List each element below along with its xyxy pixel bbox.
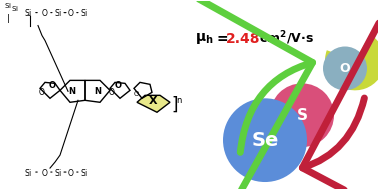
Text: 2.48: 2.48: [226, 32, 260, 46]
Polygon shape: [137, 95, 170, 112]
Text: $\mathsf{O}$: $\mathsf{O}$: [67, 167, 75, 177]
Text: O: O: [133, 91, 139, 97]
Text: O: O: [115, 81, 121, 90]
Circle shape: [270, 83, 334, 147]
Text: N: N: [94, 87, 102, 96]
Text: cm$\mathbf{^2}$/V·s: cm$\mathbf{^2}$/V·s: [255, 30, 314, 47]
Circle shape: [323, 46, 367, 90]
Text: $\mathsf{Si}$: $\mathsf{Si}$: [80, 167, 88, 177]
Text: ]: ]: [172, 95, 178, 113]
Text: O: O: [109, 88, 115, 97]
Text: X: X: [149, 96, 157, 106]
Text: $\mathsf{Si}$: $\mathsf{Si}$: [4, 1, 12, 10]
Text: $\mathsf{Si}$: $\mathsf{Si}$: [54, 167, 62, 177]
Circle shape: [223, 98, 307, 182]
Text: $\mathsf{Si}$: $\mathsf{Si}$: [11, 4, 19, 13]
Text: N: N: [68, 87, 76, 96]
Text: $\mathsf{Si}$: $\mathsf{Si}$: [80, 7, 88, 18]
Wedge shape: [325, 35, 378, 90]
Text: Se: Se: [251, 131, 279, 150]
Text: $\mathbf{\mu_h}$: $\mathbf{\mu_h}$: [195, 31, 214, 46]
Text: $\mathsf{Si}$: $\mathsf{Si}$: [24, 167, 32, 177]
FancyArrowPatch shape: [302, 0, 378, 189]
Text: =: =: [217, 32, 234, 46]
Text: $\mathsf{Si}$: $\mathsf{Si}$: [24, 7, 32, 18]
Text: O: O: [340, 62, 350, 75]
Text: S: S: [296, 108, 307, 123]
Text: $\mathsf{Si}$: $\mathsf{Si}$: [54, 7, 62, 18]
Text: |: |: [6, 14, 9, 23]
Text: O: O: [48, 81, 56, 90]
Text: n: n: [176, 96, 182, 105]
Text: O: O: [39, 88, 45, 97]
FancyArrowPatch shape: [107, 0, 313, 189]
Text: $\mathsf{O}$: $\mathsf{O}$: [67, 7, 75, 18]
Text: $\mathsf{O}$: $\mathsf{O}$: [41, 167, 49, 177]
Text: $\mathsf{O}$: $\mathsf{O}$: [41, 7, 49, 18]
